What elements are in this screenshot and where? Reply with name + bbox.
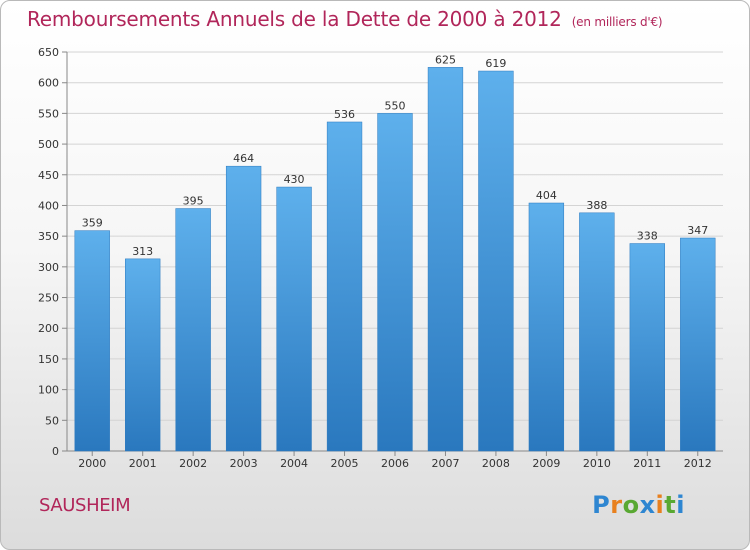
bar-value-label: 619 xyxy=(485,57,506,70)
y-tick-label: 50 xyxy=(45,414,59,427)
bar xyxy=(478,70,514,452)
x-tick-label: 2009 xyxy=(532,457,560,470)
bar-value-label: 464 xyxy=(233,152,254,165)
bar xyxy=(175,208,211,452)
bars xyxy=(74,67,716,452)
x-tick-label: 2005 xyxy=(331,457,359,470)
bar-value-label: 550 xyxy=(385,99,406,112)
x-tick-label: 2001 xyxy=(129,457,157,470)
bar-value-label: 388 xyxy=(586,199,607,212)
bar xyxy=(225,165,262,452)
bar xyxy=(74,230,110,452)
bar xyxy=(528,202,565,452)
y-tick-label: 0 xyxy=(52,445,59,458)
x-tick-label: 2011 xyxy=(633,457,661,470)
bar xyxy=(326,121,363,452)
x-tick-label: 2004 xyxy=(280,457,308,470)
bar xyxy=(680,237,716,452)
bar xyxy=(276,186,312,452)
y-tick-label: 600 xyxy=(38,77,59,90)
logo-letter: r xyxy=(610,491,623,519)
commune-name: SAUSHEIM xyxy=(39,495,131,516)
bar-value-label: 536 xyxy=(334,108,355,121)
logo-letter: i xyxy=(655,491,665,519)
logo-letter: P xyxy=(592,491,611,519)
chart-title: Remboursements Annuels de la Dette de 20… xyxy=(27,7,663,31)
bar-value-label: 430 xyxy=(284,173,305,186)
bar-value-label: 625 xyxy=(435,53,456,66)
value-labels: 359 313 395 464 430 536 550 625 619 404 388 338 347 xyxy=(82,53,709,258)
bar xyxy=(427,67,464,452)
bar-value-label: 338 xyxy=(637,230,658,243)
logo-letter: o xyxy=(622,491,640,519)
bar-value-label: 313 xyxy=(132,245,153,258)
bar xyxy=(579,212,615,452)
x-tick-label: 2006 xyxy=(381,457,409,470)
y-tick-label: 550 xyxy=(38,107,59,120)
chart-subtitle: (en milliers d'€) xyxy=(571,15,663,29)
x-tick-label: 2000 xyxy=(78,457,106,470)
bar-value-label: 395 xyxy=(183,195,204,208)
y-tick-label: 400 xyxy=(38,199,59,212)
bar-value-label: 404 xyxy=(536,189,557,202)
x-tick-label: 2008 xyxy=(482,457,510,470)
bar xyxy=(377,113,413,452)
logo-letter: i xyxy=(676,491,685,519)
logo-letter: x xyxy=(639,491,656,519)
proxiti-logo[interactable]: Proxiti xyxy=(592,491,685,519)
x-tick-label: 2012 xyxy=(684,457,712,470)
logo-letter: t xyxy=(664,491,677,519)
y-tick-label: 200 xyxy=(38,322,59,335)
y-tick-label: 350 xyxy=(38,230,59,243)
y-tick-label: 500 xyxy=(38,138,59,151)
y-tick-label: 650 xyxy=(38,46,59,59)
y-tick-label: 300 xyxy=(38,261,59,274)
x-tick-label: 2007 xyxy=(431,457,459,470)
axes: 0 50 100 150 200 250 300 350 400 450 500 550 600 650 2… xyxy=(38,46,723,470)
bar xyxy=(125,258,161,452)
chart-title-text: Remboursements Annuels de la Dette de 20… xyxy=(27,7,562,31)
bar-value-label: 359 xyxy=(82,217,103,230)
x-tick-label: 2003 xyxy=(230,457,258,470)
x-tick-label: 2010 xyxy=(583,457,611,470)
y-tick-label: 100 xyxy=(38,384,59,397)
x-tick-label: 2002 xyxy=(179,457,207,470)
y-tick-label: 150 xyxy=(38,353,59,366)
bar-value-label: 347 xyxy=(687,224,708,237)
bar xyxy=(629,243,665,452)
y-tick-label: 450 xyxy=(38,169,59,182)
y-tick-label: 250 xyxy=(38,292,59,305)
